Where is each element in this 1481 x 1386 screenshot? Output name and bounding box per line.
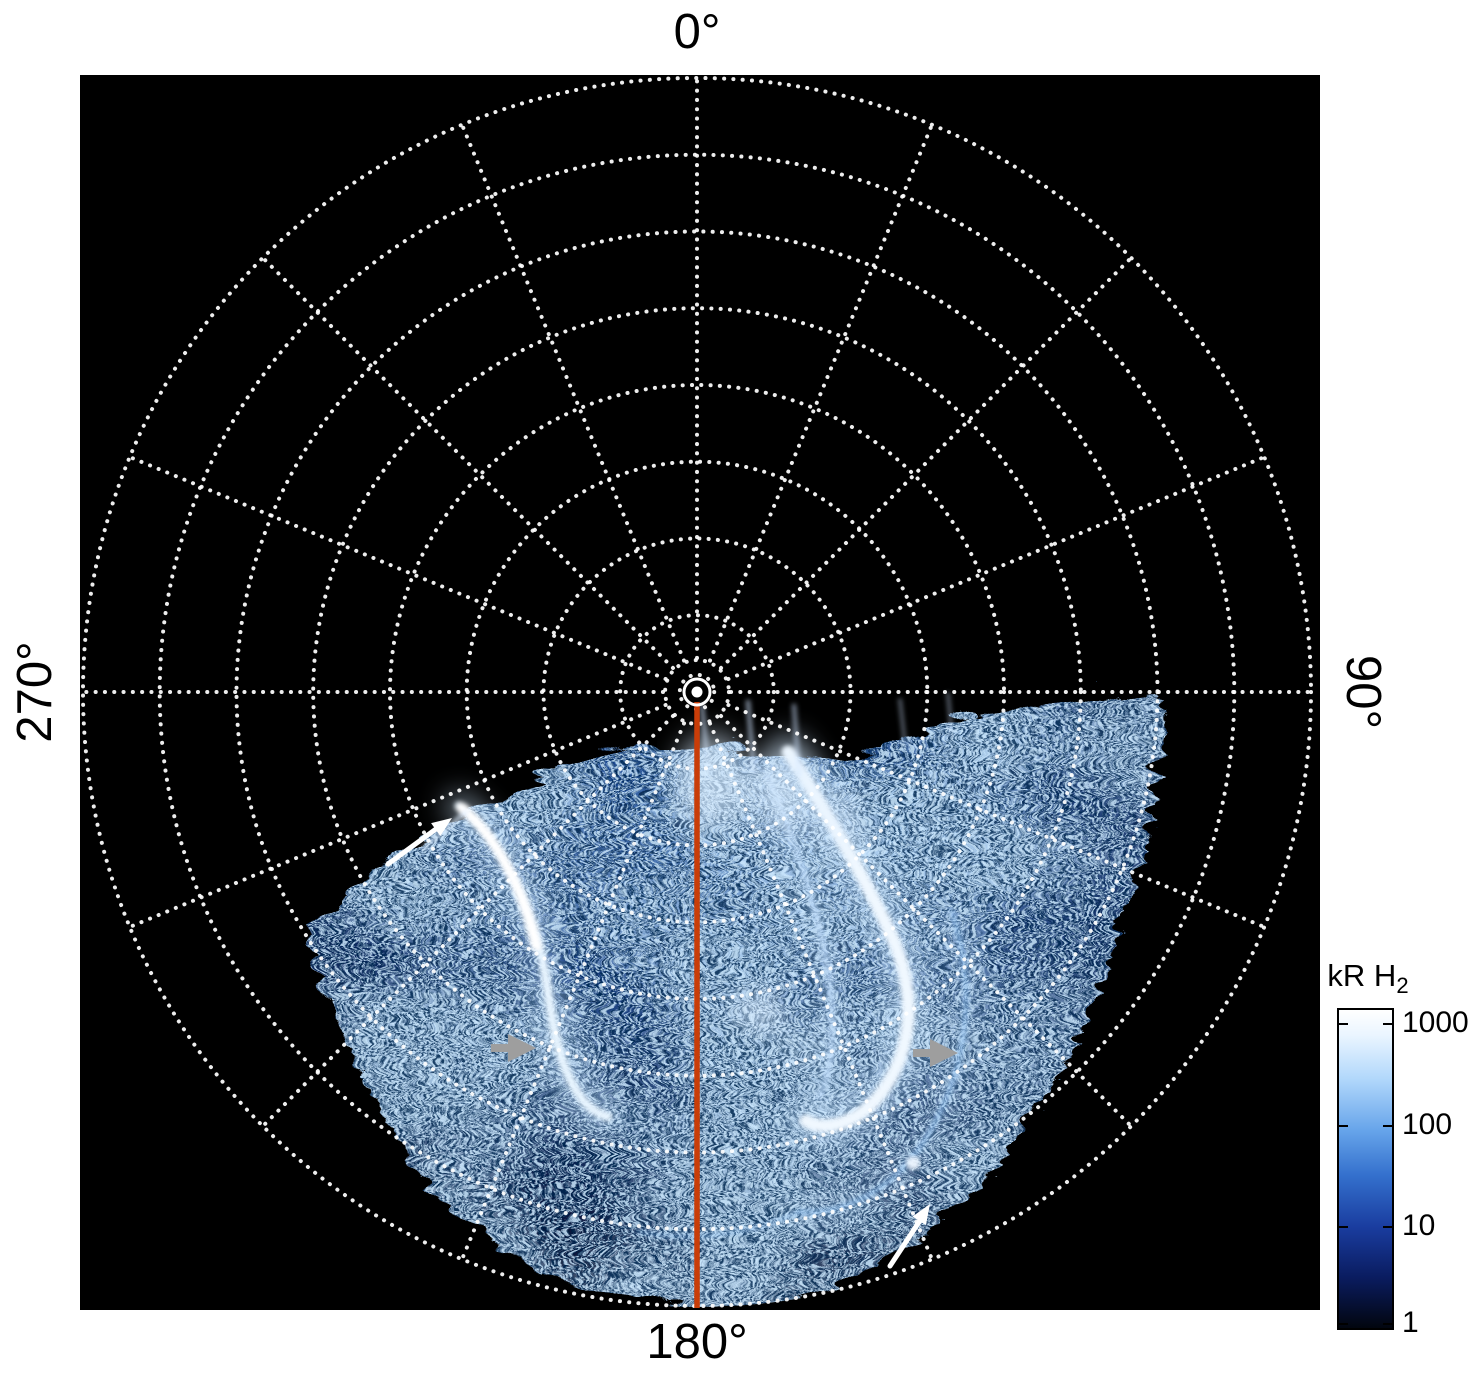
grid-spoke-67.5 [726, 455, 1267, 681]
grid-ring [81, 76, 1313, 1308]
colorbar-tick-mark [1383, 1322, 1392, 1325]
grid-ring [663, 658, 731, 726]
pole-ring [682, 677, 712, 707]
colorbar-tick-mark [1383, 1124, 1392, 1127]
colorbar-tick-mark [1339, 1124, 1348, 1127]
colorbar-tick-label-10: 10 [1402, 1209, 1436, 1243]
annotation-arrows [385, 818, 958, 1269]
colorbar-tick-label-1000: 1000 [1402, 1006, 1469, 1040]
grid-spoke-45 [719, 255, 1134, 670]
aurora-bright-arcs [422, 692, 966, 1239]
colorbar-title-subscript: 2 [1396, 973, 1409, 999]
angle-label-180: 180° [646, 1315, 748, 1369]
pole-dot [691, 686, 703, 698]
grid-spoke-315 [260, 255, 675, 670]
colorbar-tick-mark [1383, 1226, 1392, 1229]
angle-label-0: 0° [673, 5, 721, 59]
colorbar-tick-mark [1339, 1023, 1348, 1026]
grid-spoke-292.5 [127, 455, 668, 681]
grid-spoke-157.5 [708, 721, 934, 1262]
grid-spoke-22.5 [708, 122, 934, 663]
colorbar-tick-label-100: 100 [1402, 1107, 1453, 1141]
colorbar-tick-mark [1339, 1322, 1348, 1325]
grid-spoke-225 [260, 714, 675, 1129]
grid-spoke-337.5 [460, 122, 686, 663]
isolated-bright-spot [906, 1156, 920, 1170]
grid-spoke-112.5 [726, 703, 1267, 929]
colorbar-tick-mark [1383, 1023, 1392, 1026]
white-arrow-bottom-right [887, 1204, 930, 1269]
colorbar [1337, 1008, 1394, 1330]
colorbar-gradient [1339, 1010, 1392, 1328]
colorbar-tick-label-1: 1 [1402, 1305, 1419, 1339]
grid-spoke-202.5 [460, 721, 686, 1262]
gray-arrowhead-right [913, 1039, 958, 1067]
aurora-emission-layer [302, 689, 1155, 1302]
grid-spoke-247.5 [127, 703, 668, 929]
colorbar-title-text: kR H [1327, 958, 1397, 993]
colorbar-title: kR H2 [1303, 958, 1433, 999]
angle-label-270: 270° [8, 641, 62, 743]
angle-label-90: 90° [1336, 654, 1390, 730]
grid-spoke-135 [719, 714, 1134, 1129]
colorbar-tick-mark [1339, 1226, 1348, 1229]
gray-arrowhead-left [491, 1034, 536, 1062]
pole-marker [682, 677, 712, 707]
white-arrow-upper-left [385, 818, 452, 867]
